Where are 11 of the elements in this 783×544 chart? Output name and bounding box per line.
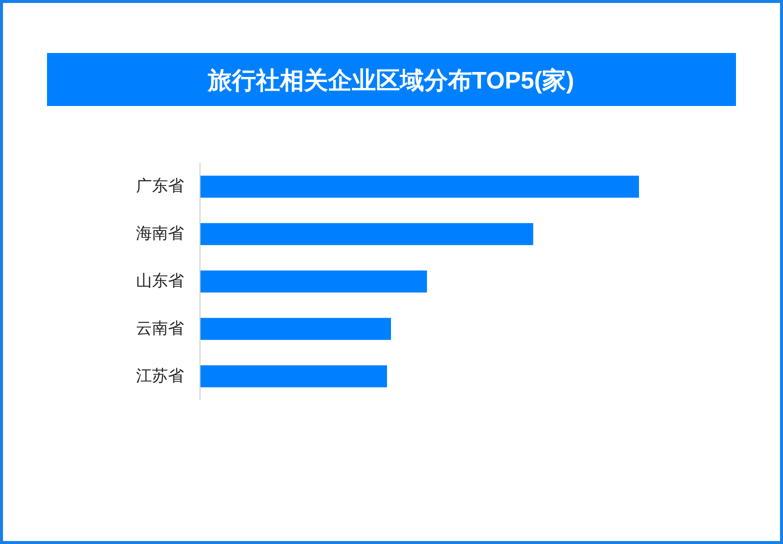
- bar: [200, 270, 427, 292]
- bar: [200, 176, 639, 198]
- y-tick-label: 山东省: [136, 272, 184, 290]
- chart-title: 旅行社相关企业区域分布TOP5(家): [206, 68, 574, 94]
- bar: [200, 365, 388, 388]
- bar: [200, 318, 391, 340]
- bar: [200, 223, 534, 246]
- y-tick-label: 海南省: [136, 224, 184, 243]
- y-tick-label: 江苏省: [136, 366, 184, 385]
- y-tick-label: 云南省: [136, 319, 184, 338]
- y-tick-label: 广东省: [136, 177, 184, 196]
